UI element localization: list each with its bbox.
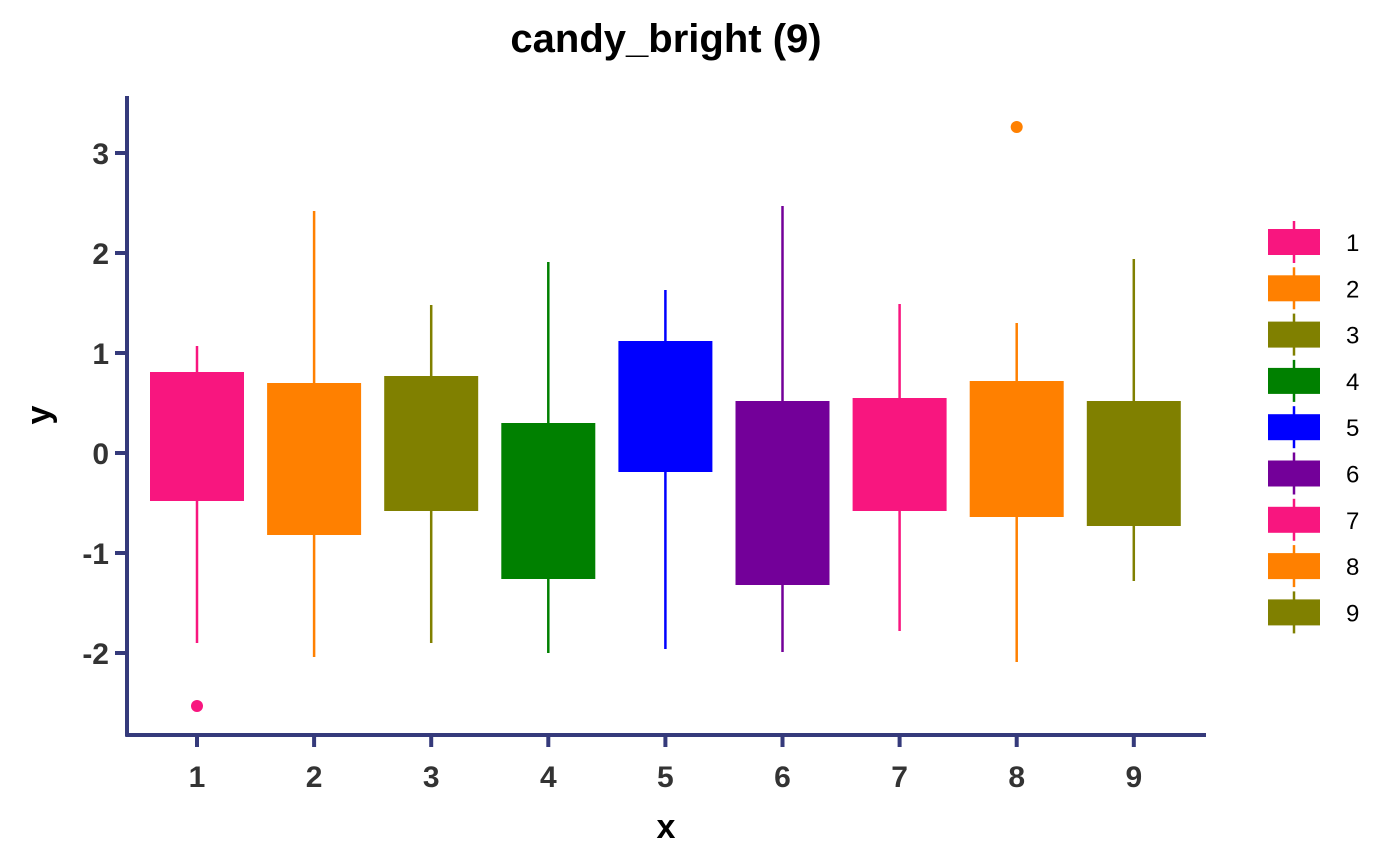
legend-item-2: 2 [1268, 267, 1359, 310]
legend-key-2 [1268, 275, 1320, 302]
legend-key-6 [1268, 460, 1320, 487]
x-tick-label-1: 1 [189, 761, 206, 794]
y-tick-label-2: 2 [92, 238, 109, 271]
box-4 [501, 262, 596, 653]
legend-key-4 [1268, 367, 1320, 394]
y-tick-label--2: -2 [82, 638, 109, 671]
legend-label-6: 6 [1346, 462, 1359, 489]
box-5 [618, 290, 713, 649]
y-tick-label--1: -1 [82, 538, 109, 571]
box-1 [150, 346, 244, 712]
x-tick-label-5: 5 [657, 761, 674, 794]
legend-key-9 [1268, 599, 1320, 626]
x-tick-label-9: 9 [1125, 761, 1142, 794]
legend-label-9: 9 [1346, 600, 1359, 627]
legend-label-2: 2 [1346, 276, 1359, 303]
legend-key-1 [1268, 229, 1320, 255]
legend-key-8 [1268, 553, 1320, 580]
legend-label-3: 3 [1346, 323, 1359, 350]
legend-label-5: 5 [1346, 415, 1359, 442]
box-9 [1086, 259, 1181, 581]
legend-item-3: 3 [1268, 313, 1359, 356]
legend-item-6: 6 [1268, 452, 1359, 495]
legend-label-4: 4 [1346, 369, 1359, 396]
y-tick-label-3: 3 [92, 138, 109, 171]
box-7 [852, 304, 947, 631]
legend-label-8: 8 [1346, 554, 1359, 581]
x-axis-title: x [657, 808, 676, 846]
x-tick-label-4: 4 [540, 761, 557, 794]
axes: 3 2 1 0 -1 -2 1 2 3 4 5 6 7 8 9 [82, 96, 1206, 794]
legend-key-5 [1268, 414, 1320, 441]
legend-label-7: 7 [1346, 508, 1359, 535]
box-8 [969, 121, 1064, 662]
x-tick-label-8: 8 [1008, 761, 1025, 794]
legend-item-4: 4 [1268, 359, 1359, 402]
plot-area [150, 121, 1181, 712]
x-tick-label-3: 3 [423, 761, 440, 794]
legend: 1 2 3 4 5 6 7 8 9 [1268, 221, 1359, 634]
x-tick-label-6: 6 [774, 761, 791, 794]
legend-key-3 [1268, 321, 1320, 348]
x-tick-label-2: 2 [306, 761, 323, 794]
y-axis-title: y [20, 405, 58, 424]
x-tick-label-7: 7 [891, 761, 908, 794]
legend-item-8: 8 [1268, 545, 1359, 588]
chart-title: candy_bright (9) [510, 17, 821, 61]
box-3 [384, 305, 479, 643]
outlier-point-8-0 [1010, 121, 1023, 133]
legend-item-9: 9 [1268, 591, 1359, 634]
legend-key-7 [1268, 506, 1320, 533]
box-2 [267, 211, 362, 657]
outlier-point-1-0 [191, 700, 203, 712]
legend-label-1: 1 [1346, 230, 1359, 257]
legend-item-1: 1 [1268, 221, 1359, 263]
legend-item-7: 7 [1268, 498, 1359, 541]
box-6 [735, 206, 830, 652]
y-tick-label-1: 1 [92, 338, 109, 371]
y-tick-label-0: 0 [92, 438, 109, 471]
legend-item-5: 5 [1268, 406, 1359, 449]
